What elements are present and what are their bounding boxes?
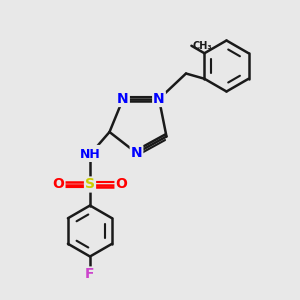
Text: F: F xyxy=(85,268,95,281)
Text: H: H xyxy=(79,148,88,158)
Text: O: O xyxy=(116,178,128,191)
Text: CH₃: CH₃ xyxy=(193,41,213,51)
Text: N: N xyxy=(90,146,101,160)
Text: N: N xyxy=(131,146,142,160)
Text: N: N xyxy=(117,92,129,106)
Text: S: S xyxy=(85,178,95,191)
Text: N: N xyxy=(153,92,165,106)
Text: NH: NH xyxy=(80,148,100,161)
Text: O: O xyxy=(52,178,64,191)
